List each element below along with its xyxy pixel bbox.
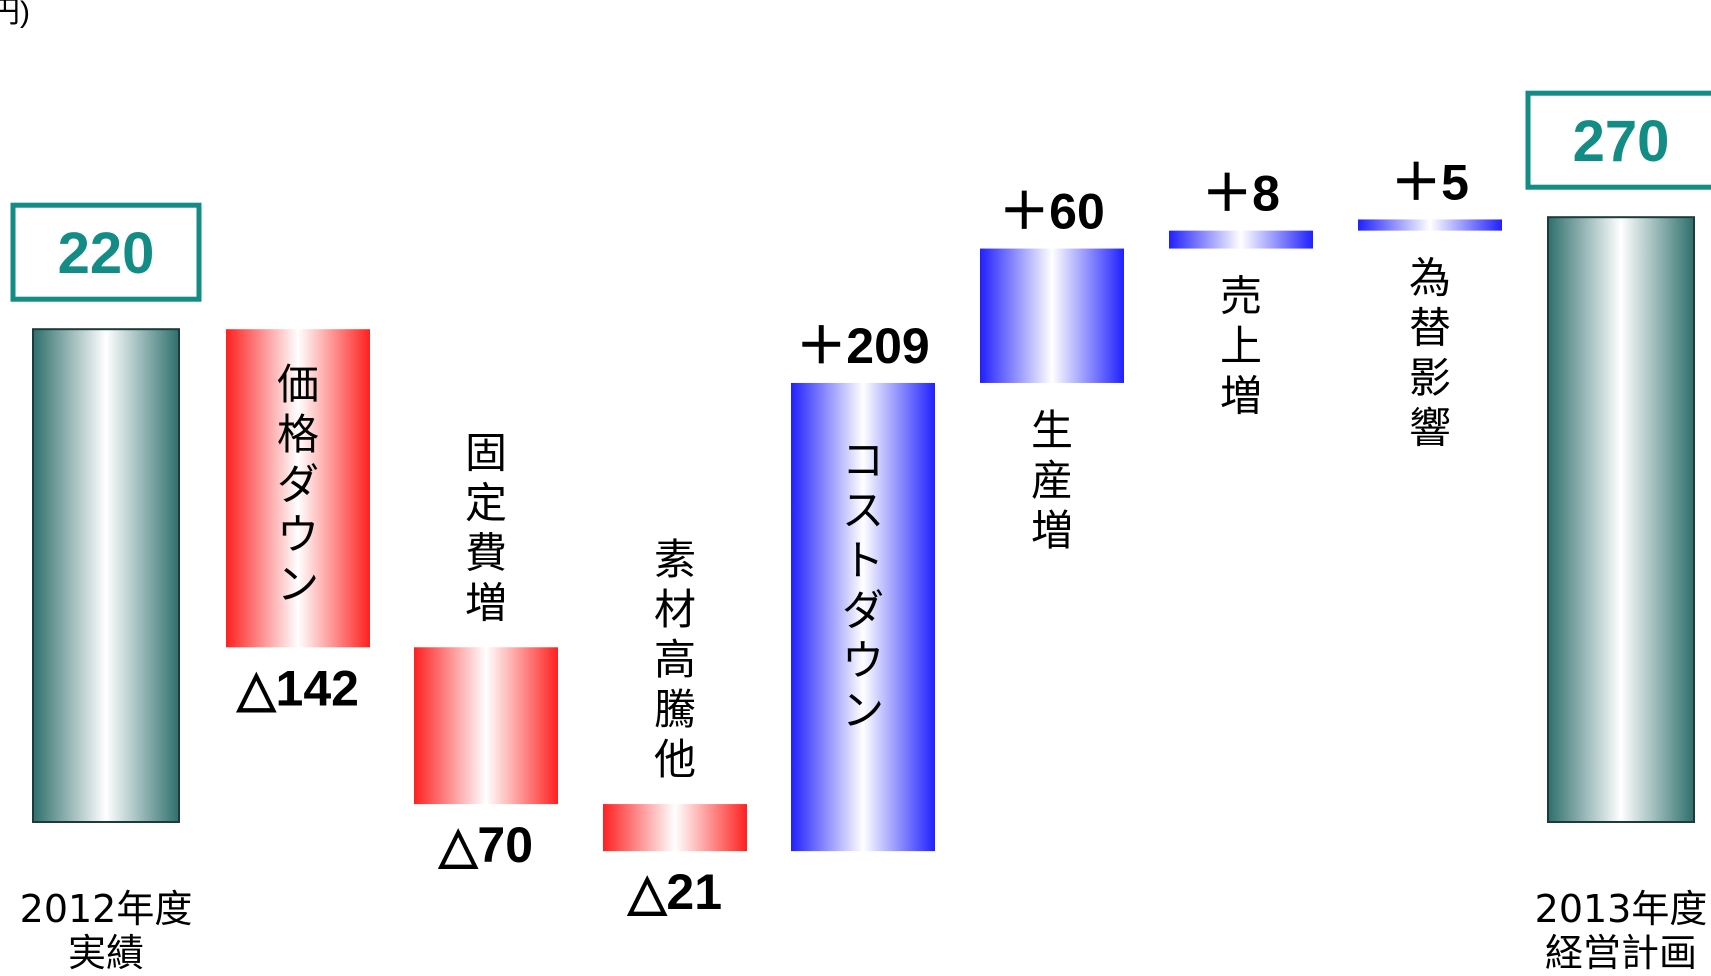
bar-desc-char-3-1: 材 [654, 585, 696, 634]
bar-desc-char-7-2: 影 [1409, 354, 1451, 403]
bar-desc-char-1-4: ン [277, 560, 319, 609]
bar-8 [1547, 216, 1695, 823]
category-label-8-1: 経営計画 [1545, 931, 1697, 975]
value-label-1: △142 [235, 660, 359, 716]
bar-desc-char-3-0: 素 [654, 535, 696, 584]
bar-desc-char-2-3: 増 [465, 578, 507, 627]
bar-0 [32, 328, 180, 823]
bar-desc-char-4-2: ト [842, 536, 884, 585]
value-label-4: ＋209 [796, 318, 929, 374]
bar-desc-char-2-0: 固 [465, 428, 507, 477]
bar-desc-char-1-3: ウ [277, 510, 319, 559]
bar-desc-char-4-0: コ [842, 436, 884, 485]
bar-desc-char-6-2: 増 [1220, 372, 1262, 421]
bar-desc-char-4-1: ス [842, 486, 884, 535]
bar-desc-char-5-2: 増 [1031, 506, 1073, 555]
bar-desc-char-1-2: ダ [277, 460, 319, 509]
bar-2 [414, 647, 558, 805]
bar-desc-char-5-1: 産 [1031, 456, 1073, 505]
total-value-label-8: 270 [1573, 109, 1670, 174]
total-value-box-0 [10, 202, 202, 302]
value-label-2: △70 [437, 817, 533, 873]
bar-1 [226, 329, 370, 648]
bar-desc-char-1-1: 格 [277, 410, 319, 459]
category-label-8-0: 2013年度 [1535, 887, 1708, 931]
bar-desc-char-3-3: 騰 [654, 685, 696, 734]
bar-desc-char-4-4: ウ [842, 636, 884, 685]
bar-desc-char-4-3: ダ [842, 586, 884, 635]
value-label-5: ＋60 [999, 184, 1105, 240]
bar-desc-char-4-5: ン [842, 686, 884, 735]
bar-desc-char-2-1: 定 [465, 478, 507, 527]
value-label-7: ＋5 [1391, 154, 1469, 210]
bar-7 [1358, 219, 1502, 231]
bar-desc-char-2-2: 費 [465, 528, 507, 577]
bar-desc-char-7-1: 替 [1409, 304, 1451, 353]
bar-desc-char-3-4: 他 [654, 735, 696, 784]
bar-desc-char-6-1: 上 [1220, 322, 1262, 371]
bar-desc-char-6-0: 売 [1220, 272, 1262, 321]
bar-desc-char-3-2: 高 [654, 635, 696, 684]
bar-desc-char-1-0: 価 [277, 360, 319, 409]
value-label-6: ＋8 [1202, 166, 1280, 222]
bar-desc-char-7-0: 為 [1409, 254, 1451, 303]
bar-4 [791, 382, 935, 852]
unit-fragment: 円) [0, 0, 30, 29]
bar-desc-char-5-0: 生 [1031, 406, 1073, 455]
bar-6 [1169, 230, 1313, 249]
bar-5 [980, 248, 1124, 383]
bar-3 [603, 804, 747, 852]
value-label-3: △21 [626, 864, 722, 920]
category-label-0-1: 実績 [68, 931, 144, 975]
category-label-0-0: 2012年度 [20, 887, 193, 931]
bar-desc-char-7-3: 響 [1409, 404, 1451, 453]
total-value-label-0: 220 [58, 221, 155, 286]
total-value-box-8 [1525, 90, 1711, 190]
